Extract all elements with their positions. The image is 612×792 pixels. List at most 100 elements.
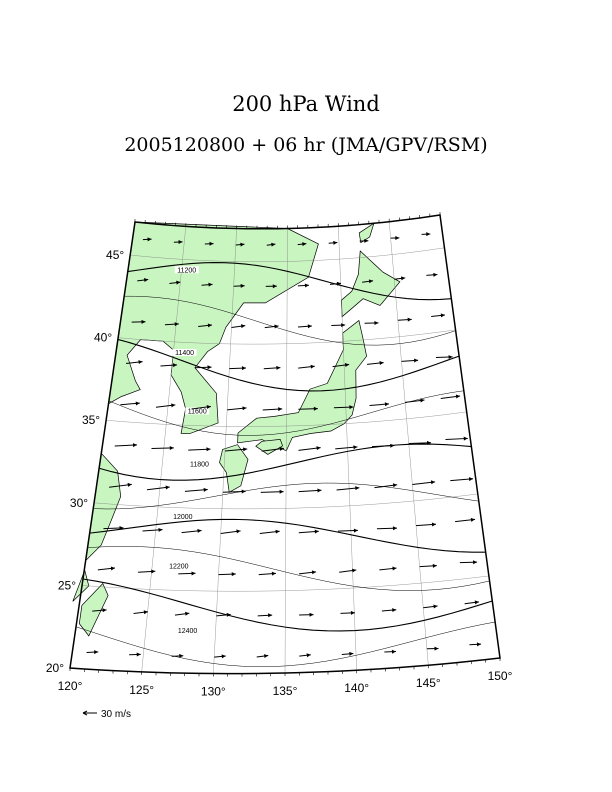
contour-line: [124, 295, 456, 346]
wind-arrow-head: [241, 366, 246, 371]
scale-label: 30 m/s: [101, 709, 131, 720]
contour-line: [75, 621, 496, 667]
wind-arrow-head: [353, 445, 358, 450]
wind-arrow-head: [206, 447, 211, 452]
wind-arrow-head: [185, 611, 190, 616]
contour-label: 12400: [178, 628, 198, 635]
wind-arrow-head: [432, 563, 437, 568]
wind-arrow-head: [392, 526, 397, 531]
land-taiwan: [78, 582, 109, 637]
wind-arrow-head: [384, 402, 389, 407]
lat-label: 20°: [46, 661, 64, 675]
wind-arrow-head: [455, 394, 461, 399]
wind-arrow-head: [426, 232, 431, 237]
wind-arrow-head: [206, 404, 211, 409]
wind-arrow-head: [268, 613, 273, 618]
contour-label: 12000: [173, 514, 193, 521]
wind-arrow-head: [178, 240, 183, 245]
parallel-line: [94, 493, 478, 510]
meridian-line: [141, 226, 187, 672]
wind-arrow-head: [431, 522, 437, 527]
lon-label: 150°: [488, 669, 513, 683]
contour-label-bg: [175, 626, 200, 634]
wind-arrow-head: [197, 528, 202, 533]
wind-arrow-head: [316, 446, 321, 451]
contour-line: [93, 482, 479, 510]
wind-arrow-head: [242, 406, 247, 411]
wind-arrow-head: [271, 242, 276, 247]
wind-arrow-head: [430, 480, 436, 485]
wind-arrow-head: [350, 610, 355, 615]
parallel-line: [118, 329, 456, 345]
map-title: 200 hPa Wind: [232, 92, 380, 116]
height-contours: 11200 11400 11600 11800 12000 12200 12400: [75, 262, 496, 667]
wind-arrow-head: [349, 405, 354, 410]
wind-arrow-head: [379, 361, 384, 366]
wind-arrow-head: [364, 238, 369, 243]
wind-arrow-head: [279, 489, 284, 494]
contour-line: [127, 262, 452, 301]
contour-label-bg: [174, 266, 199, 274]
wind-arrow-head: [236, 529, 241, 534]
wind-arrow-head: [275, 529, 280, 534]
wind-arrow-head: [433, 604, 438, 609]
wind-arrow-head: [132, 443, 138, 448]
contour-line: [108, 390, 464, 436]
contour-label: 11200: [177, 267, 196, 274]
wind-arrow-head: [355, 486, 360, 491]
wind-arrow-head: [271, 571, 276, 576]
wind-arrow-head: [426, 440, 432, 445]
axis-labels: 120° 125° 130° 135° 140° 145° 150° 20° 25° 30° 35°…: [46, 248, 513, 699]
wind-arrow-head: [310, 364, 315, 369]
wind-arrow-head: [470, 517, 476, 522]
wind-arrow-head: [395, 236, 400, 241]
wind-arrow-head: [391, 649, 396, 654]
contour-label-bg: [185, 407, 210, 415]
land-asia-north: [108, 221, 319, 435]
wind-arrow-head: [473, 560, 478, 565]
wind-arrow-head: [392, 608, 397, 613]
wind-arrow-head: [174, 322, 179, 327]
land-sakhalin: [358, 222, 375, 244]
wind-arrow-head: [158, 527, 163, 532]
wind-arrow-head: [279, 446, 284, 451]
wind-arrow-head: [434, 646, 439, 651]
wind-arrow-head: [474, 600, 479, 605]
wind-arrow-head: [94, 650, 99, 655]
wind-arrow-head: [264, 654, 269, 659]
wind-arrow-head: [468, 477, 474, 482]
contour-line: [82, 578, 493, 632]
contour-label-bg: [172, 349, 197, 357]
wind-arrow-head: [333, 240, 338, 245]
contour-line: [98, 443, 472, 481]
wind-arrow-head: [311, 570, 317, 575]
wind-arrow-head: [119, 526, 124, 531]
wind-arrow-head: [341, 323, 346, 328]
lat-label: 45°: [106, 248, 124, 262]
wind-arrow-head: [203, 487, 208, 492]
wind-arrow-head: [165, 485, 170, 490]
wind-arrow-head: [302, 242, 307, 247]
wind-arrow-head: [278, 407, 283, 412]
contour-label-bg: [166, 562, 191, 570]
contour-line: [117, 338, 460, 392]
wind-arrow-head: [374, 320, 379, 325]
parallel-line: [82, 575, 489, 592]
wind-arrow-head: [207, 365, 212, 370]
wind-arrow-head: [243, 447, 248, 452]
lat-label: 25°: [58, 578, 76, 592]
lat-label: 40°: [94, 331, 112, 345]
lat-label: 35°: [82, 413, 100, 427]
map-subtitle: 2005120800 + 06 hr (JMA/GPV/RSM): [124, 134, 488, 156]
wind-arrow-head: [240, 242, 245, 247]
wind-arrow-head: [110, 566, 116, 571]
wind-arrow-head: [392, 566, 397, 571]
lon-label: 120°: [58, 679, 83, 693]
wind-arrow-head: [143, 610, 148, 615]
wind-scale-legend: 30 m/s: [82, 709, 131, 720]
wind-arrow-head: [272, 284, 277, 289]
wind-arrow-head: [336, 281, 342, 286]
wind-arrow-head: [172, 363, 178, 368]
wind-arrow-head: [136, 652, 141, 657]
